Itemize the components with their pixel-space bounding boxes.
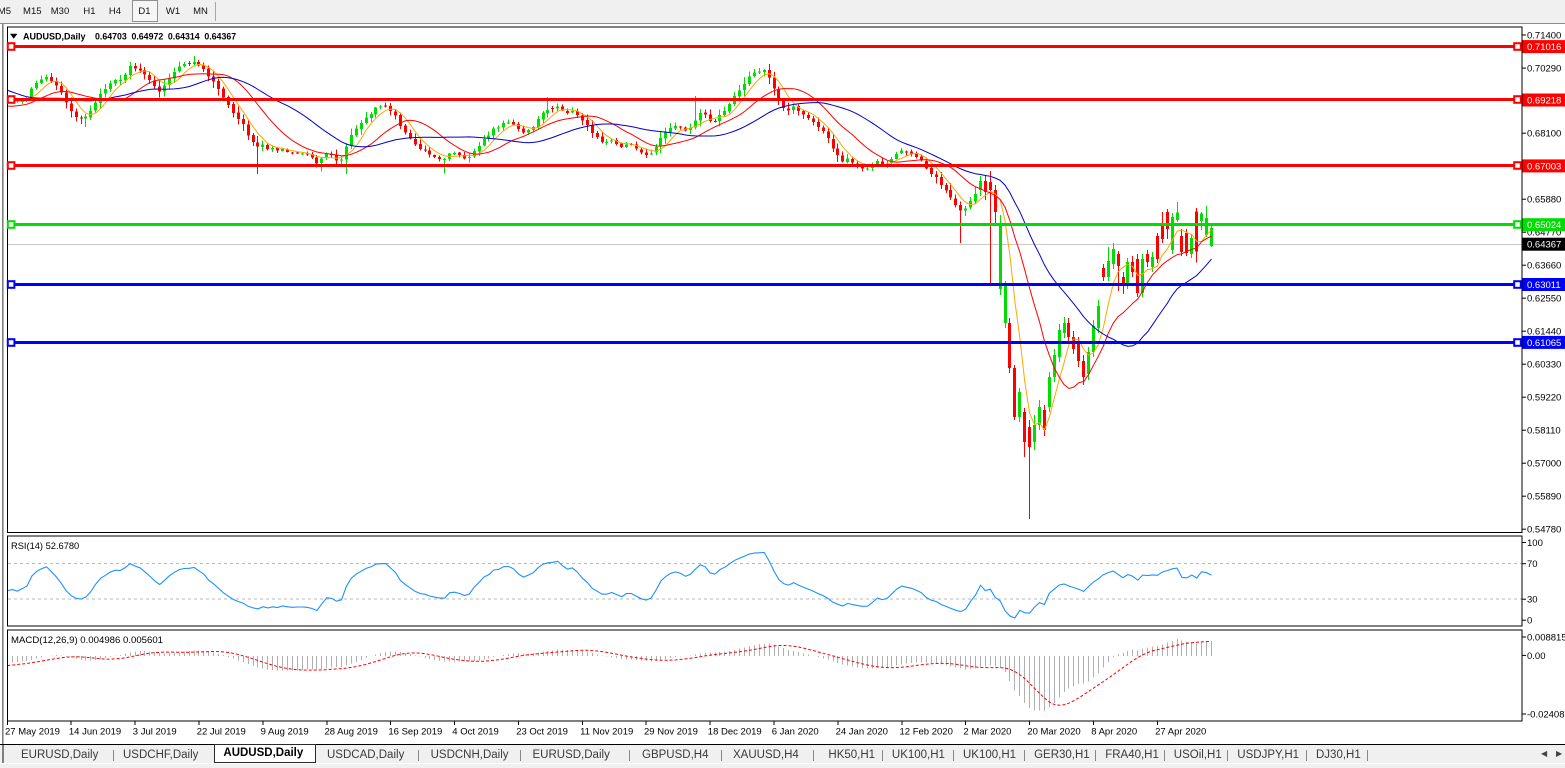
svg-text:24 Jan 2020: 24 Jan 2020 — [836, 727, 888, 738]
svg-text:14 Jun 2019: 14 Jun 2019 — [69, 727, 121, 738]
svg-text:0.58110: 0.58110 — [1527, 426, 1561, 437]
svg-text:0.65880: 0.65880 — [1527, 195, 1561, 206]
svg-text:0: 0 — [1527, 616, 1532, 627]
svg-text:0.68100: 0.68100 — [1527, 129, 1561, 140]
svg-text:4 Oct 2019: 4 Oct 2019 — [452, 727, 498, 738]
svg-text:0.62550: 0.62550 — [1527, 294, 1561, 305]
svg-text:0.61440: 0.61440 — [1527, 327, 1561, 338]
svg-text:0.64770: 0.64770 — [1527, 228, 1561, 239]
svg-text:28 Aug 2019: 28 Aug 2019 — [325, 727, 378, 738]
svg-text:8 Apr 2020: 8 Apr 2020 — [1091, 727, 1137, 738]
svg-text:2 Mar 2020: 2 Mar 2020 — [963, 727, 1011, 738]
svg-text:100: 100 — [1527, 538, 1543, 549]
svg-text:0.64367: 0.64367 — [1527, 240, 1561, 251]
svg-text:0.63011: 0.63011 — [1527, 280, 1561, 291]
svg-text:18 Dec 2019: 18 Dec 2019 — [708, 727, 762, 738]
svg-text:0.63660: 0.63660 — [1527, 261, 1561, 272]
svg-text:23 Oct 2019: 23 Oct 2019 — [516, 727, 568, 738]
svg-text:6 Jan 2020: 6 Jan 2020 — [772, 727, 819, 738]
svg-text:0.69218: 0.69218 — [1527, 95, 1561, 106]
svg-text:0.00: 0.00 — [1527, 651, 1546, 662]
svg-text:0.65024: 0.65024 — [1527, 220, 1561, 231]
svg-text:16 Sep 2019: 16 Sep 2019 — [388, 727, 442, 738]
svg-text:29 Nov 2019: 29 Nov 2019 — [644, 727, 698, 738]
svg-text:0.54780: 0.54780 — [1527, 525, 1561, 536]
svg-text:0.67003: 0.67003 — [1527, 161, 1561, 172]
svg-text:70: 70 — [1527, 559, 1538, 570]
svg-text:11 Nov 2019: 11 Nov 2019 — [580, 727, 633, 738]
svg-text:0.55890: 0.55890 — [1527, 492, 1561, 503]
svg-text:0.71016: 0.71016 — [1527, 42, 1561, 53]
svg-text:27 May 2019: 27 May 2019 — [5, 727, 60, 738]
svg-text:0.57000: 0.57000 — [1527, 459, 1561, 470]
svg-text:3 Jul 2019: 3 Jul 2019 — [133, 727, 177, 738]
svg-text:0.59220: 0.59220 — [1527, 393, 1561, 404]
svg-text:0.61065: 0.61065 — [1527, 338, 1561, 349]
svg-text:30: 30 — [1527, 595, 1538, 606]
svg-text:22 Jul 2019: 22 Jul 2019 — [197, 727, 246, 738]
svg-text:27 Apr 2020: 27 Apr 2020 — [1155, 727, 1206, 738]
svg-text:RSI(14) 52.6780: RSI(14) 52.6780 — [11, 541, 79, 551]
svg-text:12 Feb 2020: 12 Feb 2020 — [900, 727, 953, 738]
svg-text:0.71400: 0.71400 — [1527, 30, 1561, 41]
svg-text:AUDUSD,Daily: AUDUSD,Daily — [23, 32, 86, 42]
svg-text:0.60330: 0.60330 — [1527, 360, 1561, 371]
svg-text:MACD(12,26,9) 0.004986 0.00560: MACD(12,26,9) 0.004986 0.005601 — [11, 635, 163, 646]
svg-text:9 Aug 2019: 9 Aug 2019 — [261, 727, 309, 738]
svg-text:0.64703 0.64972 0.64314 0.6436: 0.64703 0.64972 0.64314 0.64367 — [95, 32, 236, 42]
svg-text:0.70290: 0.70290 — [1527, 64, 1561, 75]
svg-text:0.008815: 0.008815 — [1527, 632, 1565, 643]
svg-text:20 Mar 2020: 20 Mar 2020 — [1027, 727, 1080, 738]
